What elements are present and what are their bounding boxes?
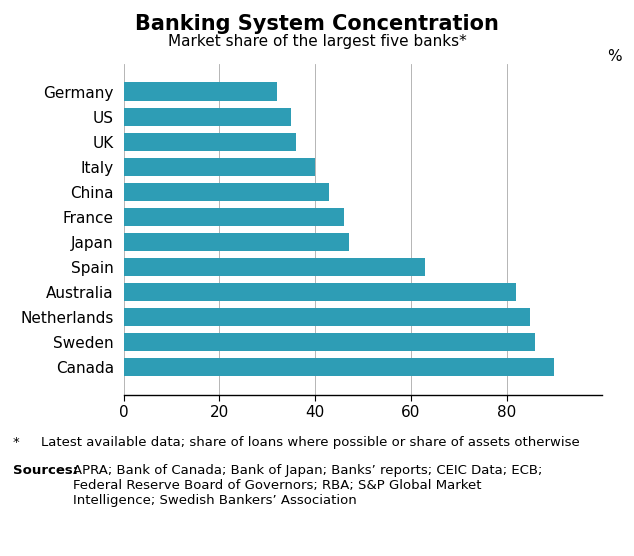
Bar xyxy=(124,183,330,201)
Bar xyxy=(124,82,277,101)
Bar xyxy=(124,333,535,351)
Bar xyxy=(124,208,344,226)
Bar xyxy=(124,308,531,326)
Text: Market share of the largest five banks*: Market share of the largest five banks* xyxy=(167,34,467,49)
Bar xyxy=(124,358,554,376)
Text: APRA; Bank of Canada; Bank of Japan; Banks’ reports; CEIC Data; ECB;
Federal Res: APRA; Bank of Canada; Bank of Japan; Ban… xyxy=(73,464,542,507)
Bar xyxy=(124,158,315,176)
Bar xyxy=(124,233,349,251)
Bar xyxy=(124,133,296,151)
Text: %: % xyxy=(607,49,622,64)
Text: *     Latest available data; share of loans where possible or share of assets ot: * Latest available data; share of loans … xyxy=(13,436,579,449)
Text: Sources:: Sources: xyxy=(13,464,78,477)
Bar xyxy=(124,107,291,126)
Text: Banking System Concentration: Banking System Concentration xyxy=(135,14,499,34)
Bar xyxy=(124,283,516,301)
Bar xyxy=(124,258,425,276)
